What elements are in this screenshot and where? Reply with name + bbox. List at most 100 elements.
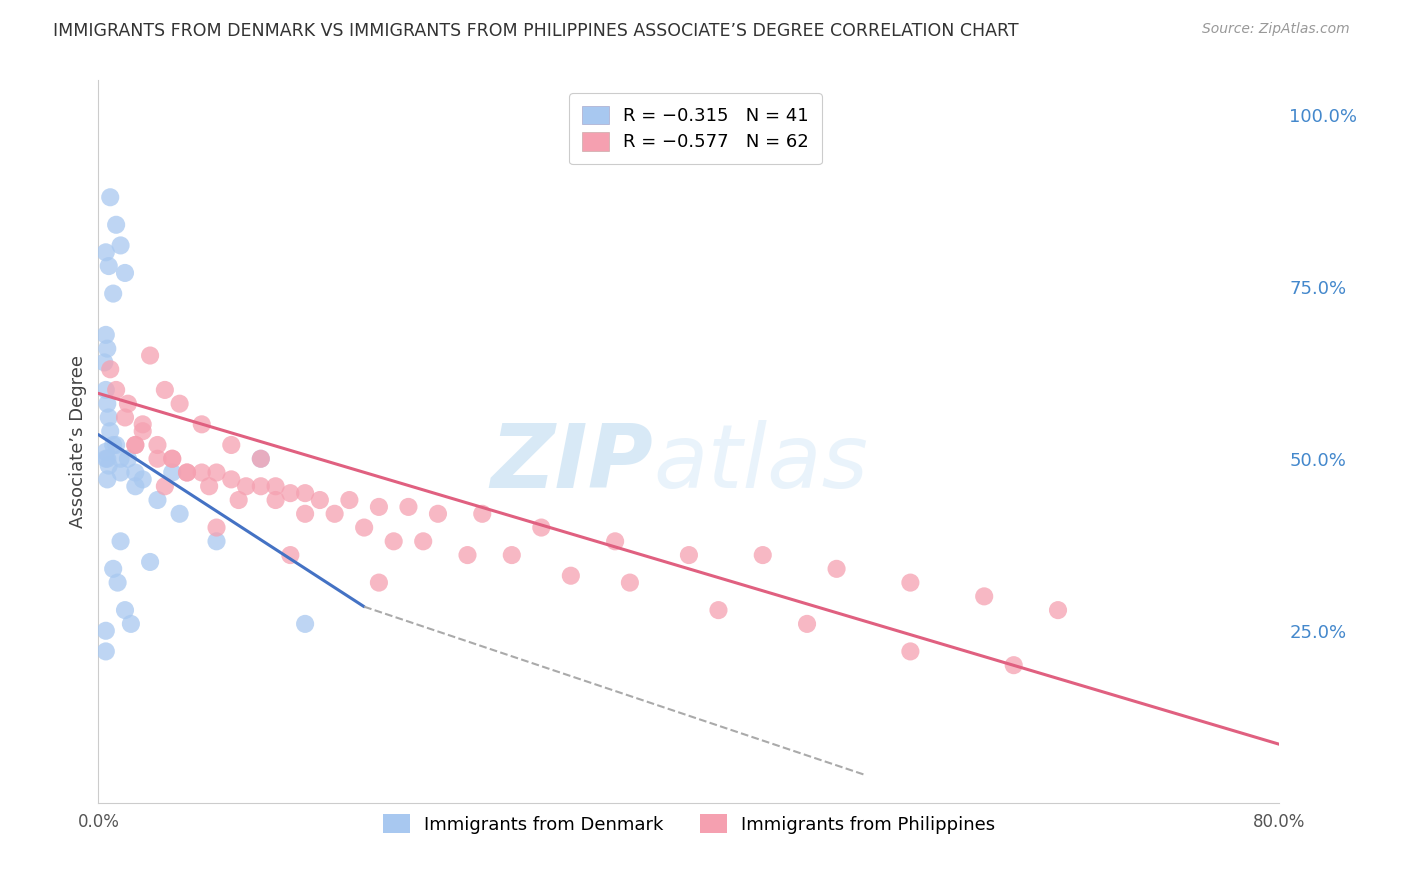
Point xyxy=(146,451,169,466)
Point xyxy=(114,410,136,425)
Point xyxy=(205,534,228,549)
Point xyxy=(96,397,118,411)
Point xyxy=(398,500,420,514)
Point xyxy=(457,548,479,562)
Point xyxy=(280,548,302,562)
Point xyxy=(98,424,121,438)
Point xyxy=(114,266,136,280)
Point xyxy=(191,417,214,432)
Point xyxy=(264,479,287,493)
Point xyxy=(368,575,391,590)
Point xyxy=(93,355,115,369)
Point xyxy=(169,507,191,521)
Point xyxy=(132,417,155,432)
Point xyxy=(105,438,128,452)
Point xyxy=(796,616,818,631)
Point xyxy=(97,259,120,273)
Legend: Immigrants from Denmark, Immigrants from Philippines: Immigrants from Denmark, Immigrants from… xyxy=(371,804,1007,845)
Point xyxy=(1002,658,1025,673)
Point xyxy=(153,479,176,493)
Point xyxy=(560,568,582,582)
Point xyxy=(169,397,191,411)
Point xyxy=(605,534,627,549)
Point xyxy=(162,466,183,480)
Point xyxy=(139,555,162,569)
Point xyxy=(530,520,553,534)
Point xyxy=(339,493,361,508)
Point xyxy=(94,383,117,397)
Point xyxy=(124,466,146,480)
Point xyxy=(250,479,273,493)
Text: atlas: atlas xyxy=(654,420,869,507)
Point xyxy=(146,438,169,452)
Point xyxy=(382,534,405,549)
Point xyxy=(412,534,434,549)
Point xyxy=(501,548,523,562)
Point xyxy=(294,616,316,631)
Point xyxy=(97,410,120,425)
Point xyxy=(105,218,128,232)
Point xyxy=(250,451,273,466)
Y-axis label: Associate’s Degree: Associate’s Degree xyxy=(69,355,87,528)
Point xyxy=(323,507,346,521)
Point xyxy=(110,466,132,480)
Point xyxy=(162,451,183,466)
Point xyxy=(94,245,117,260)
Point xyxy=(105,383,128,397)
Point xyxy=(94,445,117,459)
Point xyxy=(139,349,162,363)
Point xyxy=(146,493,169,508)
Point xyxy=(107,575,129,590)
Text: IMMIGRANTS FROM DENMARK VS IMMIGRANTS FROM PHILIPPINES ASSOCIATE’S DEGREE CORREL: IMMIGRANTS FROM DENMARK VS IMMIGRANTS FR… xyxy=(53,22,1019,40)
Point xyxy=(124,438,146,452)
Point xyxy=(162,451,183,466)
Point xyxy=(132,472,155,486)
Point xyxy=(132,424,155,438)
Point xyxy=(294,486,316,500)
Point xyxy=(103,562,125,576)
Point xyxy=(309,493,332,508)
Point xyxy=(228,493,250,508)
Point xyxy=(825,562,848,576)
Point xyxy=(294,507,316,521)
Point xyxy=(96,472,118,486)
Point xyxy=(280,486,302,500)
Point xyxy=(973,590,995,604)
Point xyxy=(114,603,136,617)
Point xyxy=(678,548,700,562)
Text: Source: ZipAtlas.com: Source: ZipAtlas.com xyxy=(1202,22,1350,37)
Point xyxy=(124,438,146,452)
Point xyxy=(205,520,228,534)
Point xyxy=(110,534,132,549)
Point xyxy=(191,466,214,480)
Point xyxy=(94,644,117,658)
Point xyxy=(176,466,198,480)
Point xyxy=(124,479,146,493)
Point xyxy=(110,238,132,252)
Point xyxy=(96,342,118,356)
Point xyxy=(198,479,221,493)
Point xyxy=(120,616,142,631)
Point xyxy=(368,500,391,514)
Point xyxy=(176,466,198,480)
Point xyxy=(94,624,117,638)
Point xyxy=(471,507,494,521)
Point xyxy=(103,286,125,301)
Point xyxy=(117,451,139,466)
Text: ZIP: ZIP xyxy=(491,420,654,507)
Point xyxy=(752,548,775,562)
Point xyxy=(264,493,287,508)
Point xyxy=(619,575,641,590)
Point xyxy=(235,479,257,493)
Point xyxy=(353,520,375,534)
Point xyxy=(110,451,132,466)
Point xyxy=(153,383,176,397)
Point xyxy=(221,438,243,452)
Point xyxy=(96,451,118,466)
Point xyxy=(94,451,117,466)
Point xyxy=(900,644,922,658)
Point xyxy=(205,466,228,480)
Point xyxy=(707,603,730,617)
Point xyxy=(221,472,243,486)
Point xyxy=(98,362,121,376)
